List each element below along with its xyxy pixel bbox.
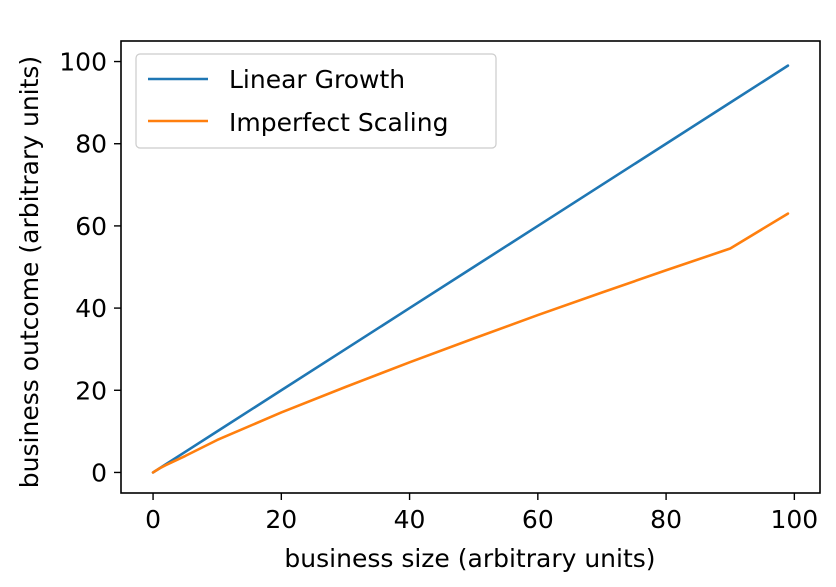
y-tick-label: 40 — [75, 294, 107, 323]
y-tick-label: 20 — [75, 376, 107, 405]
x-tick-label: 80 — [650, 505, 682, 534]
series-layer — [151, 64, 790, 474]
y-tick-label: 0 — [91, 458, 107, 487]
y-tick-label: 80 — [75, 130, 107, 159]
plot-frame — [120, 40, 821, 494]
legend: Linear Growth Imperfect Scaling — [135, 53, 497, 149]
y-tick-label: 60 — [75, 212, 107, 241]
legend-label-imperfect-scaling: Imperfect Scaling — [229, 108, 448, 137]
y-tick-label: 100 — [59, 48, 107, 77]
x-tick-label: 100 — [770, 505, 818, 534]
legend-label-linear-growth: Linear Growth — [229, 65, 405, 94]
x-tick-label: 20 — [265, 505, 297, 534]
x-tick-label: 0 — [145, 505, 161, 534]
y-axis: 0 20 40 60 80 100 — [59, 48, 121, 487]
x-tick-label: 60 — [522, 505, 554, 534]
legend-box — [135, 53, 497, 149]
x-axis: 0 20 40 60 80 100 — [145, 493, 818, 534]
y-axis-label: business outcome (arbitrary units) — [15, 56, 44, 488]
x-tick-label: 40 — [394, 505, 426, 534]
series-line-imperfect-scaling — [151, 212, 790, 474]
x-axis-label: business size (arbitrary units) — [284, 544, 655, 573]
